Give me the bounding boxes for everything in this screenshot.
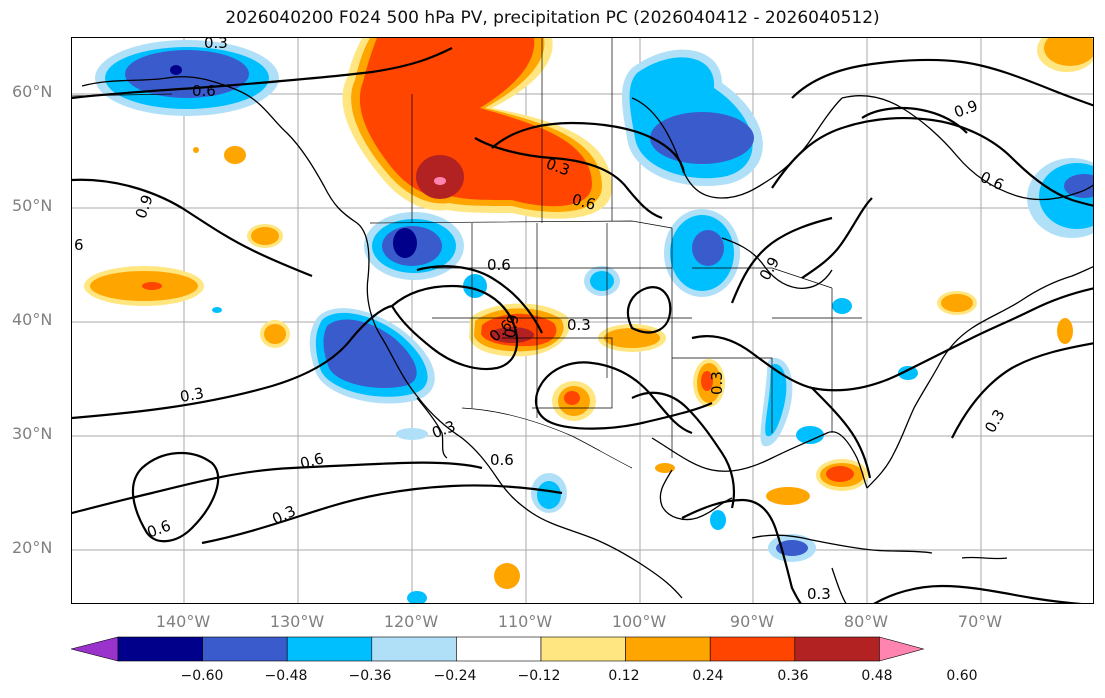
colorbar-tick: −0.12: [517, 668, 561, 684]
colorbar-segment: [625, 636, 711, 662]
colorbar-segment: [456, 636, 542, 662]
blob-pacific-positive: [84, 266, 204, 306]
blob-bajamex-negative: [396, 428, 428, 440]
lon-label-100w: 100°W: [611, 612, 667, 631]
contour-label: 0.3: [204, 38, 228, 52]
blob-atlantic-positive: [1057, 318, 1073, 344]
blob-northatlantic-positive: [1037, 38, 1093, 72]
lon-label-70w: 70°W: [957, 612, 1003, 631]
blob-gulf-negative: [796, 426, 824, 444]
blob-pacnw-negative: [364, 212, 464, 280]
contour-label: 0.9: [132, 192, 157, 221]
blob-gulfmex-positive: [655, 463, 675, 473]
blob-carolina-negative: [898, 366, 918, 380]
blob-mexico-negative: [537, 481, 561, 509]
contour-label: 0.3: [429, 417, 458, 442]
blob-california-negative: [309, 308, 435, 404]
lat-label-20n: 20°N: [12, 538, 53, 557]
contour-label: 0.3: [807, 585, 831, 603]
colorbar-segment: [709, 636, 796, 662]
blob-florida-positive: [816, 459, 868, 491]
blob-south-negative: [407, 591, 427, 603]
blob-newengland-positive: [941, 294, 973, 312]
colorbar-tick: 0.60: [946, 668, 978, 684]
pv-contours: [72, 47, 1093, 603]
blob-utah-negative: [463, 274, 487, 298]
positive-anomaly-blobs: [84, 38, 1093, 589]
contour-label: 0.6: [490, 451, 514, 469]
lat-label-60n: 60°N: [12, 82, 53, 101]
colorbar-tick: 0.36: [777, 668, 809, 684]
blob-southpac-positive: [494, 563, 520, 589]
contour-label: 0.6: [192, 82, 216, 100]
colorbar-segment: [794, 636, 880, 662]
contour-label: 0.6: [570, 190, 598, 214]
lon-label-120w: 120°W: [383, 612, 439, 631]
colorbar-tick: −0.60: [180, 668, 224, 684]
blob-mississippi-negative: [760, 357, 793, 447]
colorbar-extend-low: [70, 636, 119, 662]
blob-ohio-negative: [832, 298, 852, 314]
contour-label: 0.9: [952, 96, 981, 121]
lat-label-50n: 50°N: [12, 196, 53, 215]
contour-label: 0.6: [298, 449, 326, 473]
colorbar-extend-high: [879, 636, 925, 662]
blob-gulfalaska-positive: [224, 146, 246, 164]
contour-label: 0.3: [567, 316, 591, 334]
blob-offshore2-positive: [264, 324, 286, 344]
colorbar-tick: −0.24: [433, 668, 477, 684]
lat-label-40n: 40°N: [12, 310, 53, 329]
contour-label: 0.9: [501, 313, 523, 340]
colorbar-tick: 0.12: [608, 668, 640, 684]
colorbar-segment: [286, 636, 373, 662]
coastlines: [81, 76, 1093, 603]
lon-label-90w: 90°W: [729, 612, 775, 631]
blob-yucatan-negative: [710, 510, 726, 530]
blob-caribbean-negative: [776, 540, 808, 556]
contour-label: 0.6: [145, 516, 174, 541]
map-title: 2026040200 F024 500 hPa PV, precipitatio…: [225, 8, 880, 28]
lon-label-80w: 80°W: [843, 612, 889, 631]
colorbar-tick: 0.24: [692, 668, 724, 684]
blob-colorado-negative: [590, 271, 614, 291]
lon-label-140w: 140°W: [155, 612, 211, 631]
blob-greatlakes-negative: [664, 209, 740, 297]
colorbar: [70, 636, 925, 662]
colorbar-tick: −0.48: [264, 668, 308, 684]
map-panel: 0.3 0.6 0.9 0.3 0.6 0.3 0.6 0.6 0.3 0.6 …: [71, 37, 1094, 604]
blob-westcanada-positive: [342, 38, 612, 219]
lat-label-30n: 30°N: [12, 424, 53, 443]
colorbar-segment: [202, 636, 288, 662]
colorbar-segment: [540, 636, 626, 662]
contour-label: 0.9: [756, 254, 784, 284]
contour-label: 0.6: [487, 256, 511, 274]
colorbar-tick: −0.36: [348, 668, 392, 684]
blob-alaska-negative: [95, 40, 279, 116]
colorbar-segment: [117, 636, 203, 662]
blob-arkansas-positive: [693, 359, 725, 407]
political-boundaries: [72, 38, 862, 469]
lon-label-130w: 130°W: [269, 612, 325, 631]
blob-dot-positive: [193, 147, 199, 153]
blob-pacific-negative: [212, 307, 222, 313]
blob-hudson-negative: [622, 49, 763, 187]
contour-label: 6: [74, 236, 84, 254]
negative-anomaly-blobs: [95, 40, 1093, 603]
colorbar-tick: 0.48: [861, 668, 893, 684]
contour-label: 0.3: [708, 371, 726, 395]
blob-bahamas-positive: [766, 487, 810, 505]
contour-label: 0.3: [179, 384, 206, 406]
blob-newmexico-positive: [552, 381, 596, 421]
blob-offshore-positive: [251, 227, 279, 245]
map-canvas: 0.3 0.6 0.9 0.3 0.6 0.3 0.6 0.6 0.3 0.6 …: [72, 38, 1093, 603]
contour-label: 0.3: [981, 406, 1009, 436]
colorbar-segment: [371, 636, 457, 662]
lon-label-110w: 110°W: [497, 612, 553, 631]
